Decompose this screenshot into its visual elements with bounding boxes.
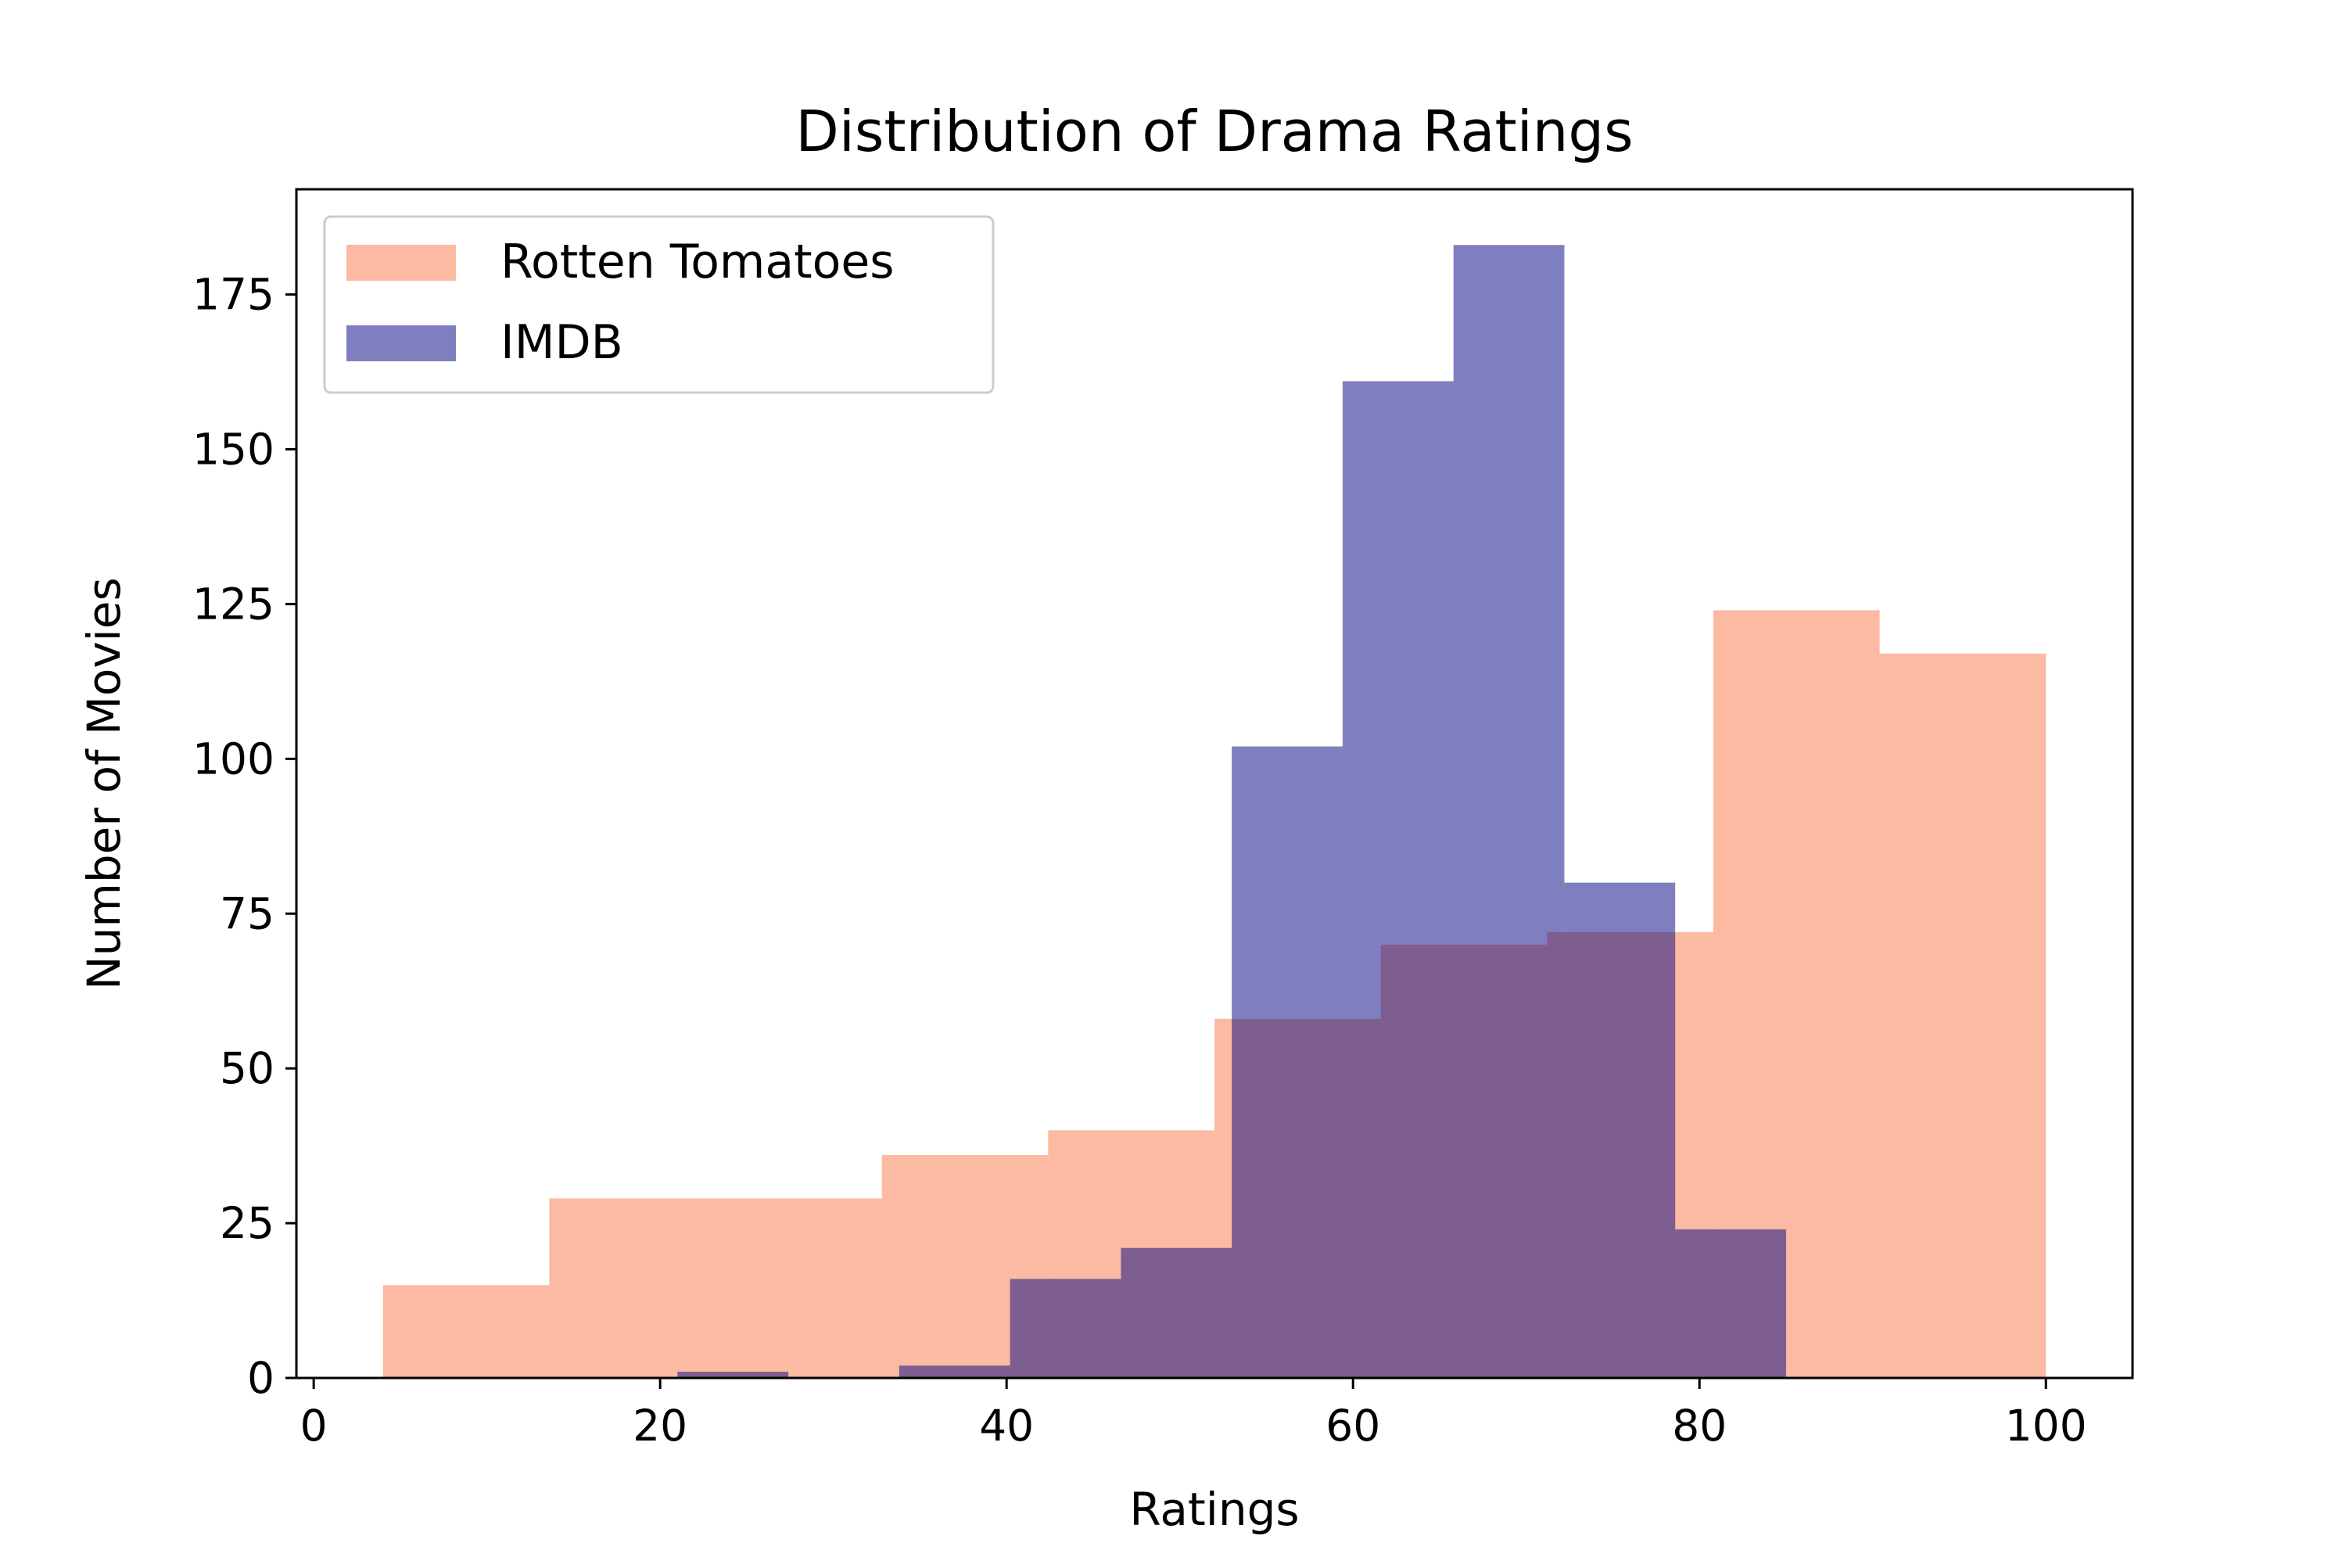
histogram-bar [1453, 245, 1565, 1378]
histogram-bar [1232, 746, 1343, 1378]
bars-layer [382, 245, 2046, 1379]
histogram-bar [899, 1365, 1010, 1378]
histogram-bar [1010, 1279, 1121, 1378]
legend-box [323, 215, 995, 394]
histogram-bar [1675, 1229, 1786, 1378]
legend: Rotten Tomatoes IMDB [323, 215, 995, 394]
y-tick-label: 50 [220, 1043, 274, 1093]
histogram-bar [1342, 381, 1454, 1379]
histogram-bar [382, 1285, 550, 1378]
legend-swatch [346, 245, 456, 281]
histogram-bar [1564, 882, 1676, 1378]
histogram-bar [549, 1198, 716, 1378]
x-tick-label: 100 [2005, 1401, 2087, 1451]
y-tick-label: 100 [192, 734, 274, 784]
y-tick-label: 25 [220, 1198, 274, 1248]
y-tick-label: 0 [247, 1353, 274, 1403]
y-tick-label: 75 [220, 888, 274, 938]
legend-label: IMDB [500, 315, 623, 370]
x-tick-label: 40 [979, 1401, 1034, 1451]
x-tick-label: 20 [633, 1401, 687, 1451]
y-tick-label: 150 [192, 425, 274, 475]
x-tick-label: 0 [300, 1401, 328, 1451]
series-1 [677, 245, 1786, 1379]
ticks-layer: 0 20 40 60 80 100 0 25 50 75 100 125 150 175 [192, 270, 2087, 1451]
plot-frame [295, 188, 2134, 1380]
x-tick-label: 80 [1672, 1401, 1727, 1451]
legend-swatch [346, 325, 456, 361]
legend-label: Rotten Tomatoes [500, 235, 895, 289]
histogram-bar [1879, 653, 2046, 1378]
chart-title: Distribution of Drama Ratings [795, 99, 1633, 164]
histogram-bar [677, 1372, 789, 1378]
x-tick-label: 60 [1325, 1401, 1380, 1451]
y-tick-label: 125 [192, 579, 274, 629]
histogram-bar [716, 1198, 882, 1378]
y-axis-label: Number of Movies [77, 577, 131, 990]
y-tick-label: 175 [192, 270, 274, 320]
histogram-bar [1121, 1247, 1232, 1378]
x-axis-label: Ratings [1129, 1483, 1299, 1536]
